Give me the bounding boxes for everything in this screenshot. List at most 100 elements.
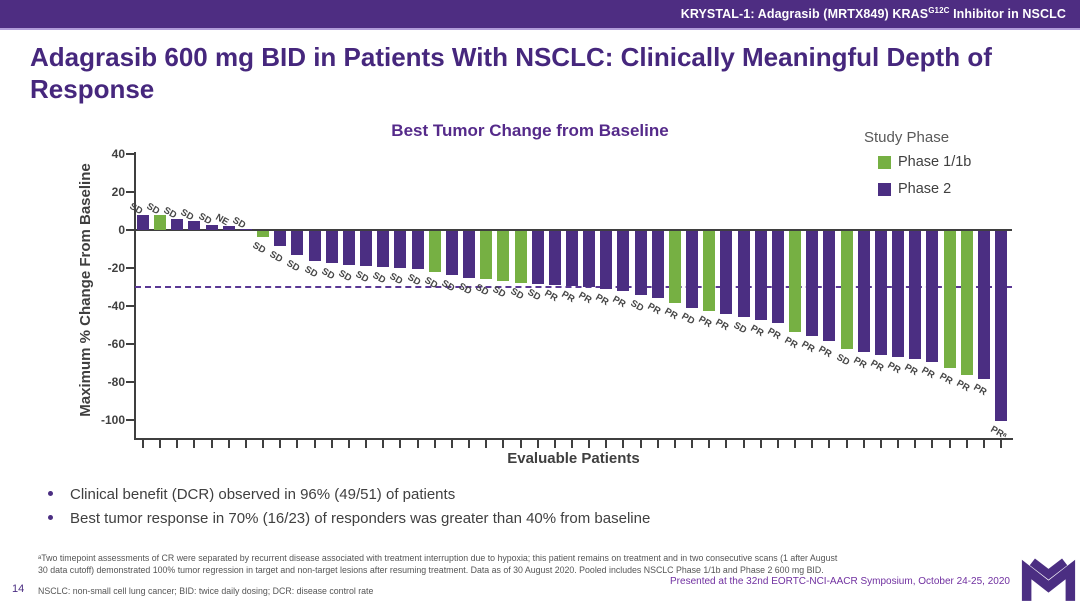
y-tick-mark <box>126 153 134 155</box>
bar-response-label: SD <box>250 239 268 256</box>
waterfall-bar <box>977 231 990 380</box>
waterfall-bar <box>823 231 836 342</box>
x-tick-mark <box>193 439 196 448</box>
waterfall-bar <box>566 231 578 287</box>
y-tick-label: -100 <box>100 413 125 427</box>
x-tick-mark <box>416 439 419 448</box>
waterfall-bar <box>308 231 321 262</box>
x-tick-mark <box>931 439 934 448</box>
header-title: KRYSTAL-1: Adagrasib (MRTX849) KRASG12C … <box>680 6 1066 22</box>
waterfall-bar <box>737 231 750 318</box>
bar-response-label: SD <box>267 249 285 266</box>
x-tick-mark <box>159 439 162 448</box>
waterfall-bar <box>548 231 561 286</box>
waterfall-bar <box>771 231 784 324</box>
waterfall-bar <box>205 225 218 230</box>
bar-response-label: PD <box>679 310 697 328</box>
x-tick-mark <box>691 439 694 448</box>
x-tick-mark <box>433 439 436 448</box>
y-axis-line <box>134 152 136 439</box>
chart-title: Best Tumor Change from Baseline <box>391 121 669 140</box>
bar-response-label: PR <box>885 360 903 377</box>
y-tick-label: -60 <box>107 337 125 351</box>
x-tick-mark <box>879 439 882 448</box>
legend-label: Phase 1/1b <box>898 154 972 170</box>
y-tick-label: -80 <box>107 375 125 389</box>
x-tick-mark <box>759 439 762 448</box>
waterfall-bar <box>583 231 596 288</box>
bar-response-label: SD <box>731 320 749 337</box>
bar-response-label: PR <box>971 382 989 399</box>
header-bar: KRYSTAL-1: Adagrasib (MRTX849) KRASG12C … <box>0 0 1080 28</box>
bar-response-label: PR <box>799 338 817 355</box>
reference-line-minus30 <box>135 286 1012 288</box>
bar-response-label: PR <box>919 365 937 382</box>
bar-response-label: SD <box>284 257 302 274</box>
y-tick-mark <box>126 191 134 193</box>
y-tick-label: -40 <box>107 299 125 313</box>
y-tick-label: 0 <box>118 223 125 237</box>
waterfall-bar <box>514 231 527 284</box>
bar-response-label: PR <box>610 293 628 310</box>
y-tick-mark <box>126 229 134 231</box>
bar-response-label: PR <box>765 326 783 343</box>
x-tick-mark <box>965 439 968 448</box>
bar-response-label: PR <box>559 289 577 306</box>
legend-item: Phase 1/1b <box>878 154 1018 170</box>
bar-response-label: PR <box>937 370 954 387</box>
waterfall-bar <box>531 231 544 285</box>
x-tick-mark <box>176 439 179 448</box>
bar-response-label: SD <box>370 270 388 287</box>
waterfall-bar <box>840 231 853 349</box>
x-axis-line <box>134 438 1013 440</box>
plot-area: 40 20 0 -20 -40 -60 -80 -100 SD SD SD SD SD NE SD SD SD S… <box>101 147 1013 448</box>
x-tick-mark <box>914 439 917 448</box>
bar-response-label: SD <box>422 274 440 291</box>
x-tick-mark <box>776 439 779 448</box>
waterfall-bar <box>995 231 1007 421</box>
x-tick-mark <box>382 439 385 448</box>
bar-response-label: PR <box>645 301 663 318</box>
legend-items: Phase 1/1b Phase 2 <box>858 154 1018 197</box>
y-tick-label: 20 <box>111 185 125 199</box>
bullet-item: Best tumor response in 70% (16/23) of re… <box>42 510 942 527</box>
x-tick-mark <box>244 439 247 448</box>
waterfall-bar <box>497 231 510 282</box>
waterfall-bar <box>720 231 733 314</box>
bullet-dot <box>48 515 53 520</box>
waterfall-bar <box>600 231 613 289</box>
waterfall-bar <box>188 220 201 230</box>
legend-item: Phase 2 <box>878 181 1018 197</box>
bullet-dot <box>48 491 53 496</box>
waterfall-bar <box>171 218 184 230</box>
waterfall-bar <box>411 231 424 269</box>
x-tick-mark <box>519 439 522 448</box>
waterfall-bar <box>686 231 699 308</box>
x-tick-mark <box>708 439 711 448</box>
x-tick-mark <box>897 439 900 448</box>
x-tick-mark <box>347 439 350 448</box>
x-tick-mark <box>450 439 453 448</box>
y-tick-mark <box>126 343 134 345</box>
page-title: Adagrasib 600 mg BID in Patients With NS… <box>30 42 992 104</box>
waterfall-bar <box>239 229 252 230</box>
x-tick-mark <box>982 439 985 448</box>
waterfall-bar <box>703 231 716 311</box>
bar-response-label: PR <box>593 291 611 309</box>
x-tick-mark <box>845 439 848 448</box>
waterfall-bar <box>325 231 338 264</box>
x-tick-mark <box>828 439 831 448</box>
mirati-logo-m-icon <box>1021 558 1076 601</box>
waterfall-bar <box>291 231 304 255</box>
x-tick-mark <box>673 439 676 448</box>
x-tick-mark <box>605 439 608 448</box>
x-tick-mark <box>622 439 625 448</box>
legend: Study Phase Phase 1/1b Phase 2 <box>858 129 1018 208</box>
y-tick-mark <box>126 267 134 269</box>
waterfall-bar <box>668 231 681 304</box>
y-tick-mark <box>126 305 134 307</box>
x-tick-mark <box>742 439 745 448</box>
x-tick-mark <box>502 439 505 448</box>
bar-response-label: SD <box>508 286 525 303</box>
